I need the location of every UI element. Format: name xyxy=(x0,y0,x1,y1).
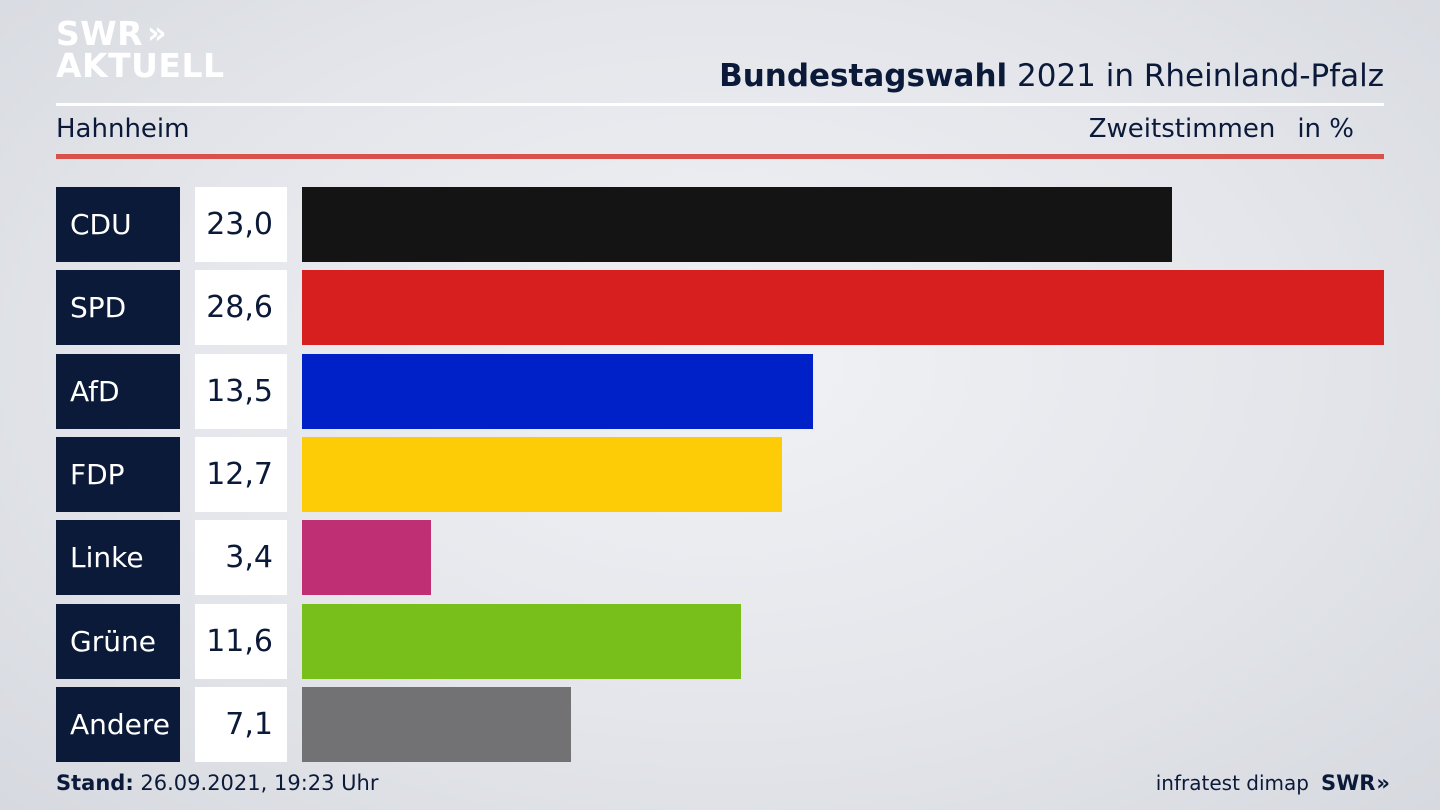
value-label: 3,4 xyxy=(195,520,287,596)
page-title: Bundestagswahl 2021 in Rheinland-Pfalz xyxy=(719,58,1384,94)
footer-swr-text: SWR xyxy=(1320,771,1376,795)
party-label: AfD xyxy=(56,353,180,429)
value-label: 28,6 xyxy=(195,270,287,346)
footer-credits: infratest dimap SWR» xyxy=(1155,771,1390,795)
party-label: Grüne xyxy=(56,603,180,679)
measure-label: Zweitstimmen in % xyxy=(1089,114,1354,144)
bar-row: SPD 28,6 xyxy=(56,270,1384,346)
stand-value: 26.09.2021, 19:23 Uhr xyxy=(133,771,379,795)
source-label: infratest dimap xyxy=(1155,771,1309,795)
bar-row: Andere 7,1 xyxy=(56,686,1384,762)
bar xyxy=(302,520,431,596)
logo-chevron-icon: » xyxy=(147,16,167,52)
bar xyxy=(302,686,571,762)
bar-row: FDP 12,7 xyxy=(56,436,1384,512)
title-bold: Bundestagswahl xyxy=(719,58,1008,94)
bar xyxy=(302,187,1173,262)
timestamp: Stand: 26.09.2021, 19:23 Uhr xyxy=(56,771,379,795)
bar-row: Grüne 11,6 xyxy=(56,603,1384,679)
value-label: 12,7 xyxy=(195,436,287,512)
stand-label: Stand: xyxy=(56,771,134,795)
accent-divider xyxy=(56,154,1384,159)
bar-row: AfD 13,5 xyxy=(56,353,1384,429)
value-label: 7,1 xyxy=(195,686,287,762)
bar xyxy=(302,603,741,679)
value-label: 13,5 xyxy=(195,353,287,429)
value-label: 11,6 xyxy=(195,603,287,679)
logo-swr-text: SWR xyxy=(56,14,144,53)
swr-aktuell-logo: SWR» AKTUELL xyxy=(56,14,225,86)
header-divider xyxy=(56,103,1384,106)
bar xyxy=(302,436,783,512)
bar xyxy=(302,270,1384,346)
party-label: Andere xyxy=(56,686,180,762)
value-label: 23,0 xyxy=(195,187,287,262)
bar-row: Linke 3,4 xyxy=(56,520,1384,596)
footer-chevron-icon: » xyxy=(1376,771,1389,795)
unit-text: in % xyxy=(1297,114,1354,144)
party-label: FDP xyxy=(56,436,180,512)
party-label: SPD xyxy=(56,270,180,346)
measure-text: Zweitstimmen xyxy=(1088,114,1276,144)
party-label: CDU xyxy=(56,187,180,262)
logo-aktuell-text: AKTUELL xyxy=(56,46,225,86)
footer-swr-logo: SWR» xyxy=(1320,771,1390,795)
party-label: Linke xyxy=(56,520,180,596)
bar-row: CDU 23,0 xyxy=(56,187,1384,262)
bar xyxy=(302,353,813,429)
location-label: Hahnheim xyxy=(56,114,190,144)
title-rest: 2021 in Rheinland-Pfalz xyxy=(1007,58,1384,94)
